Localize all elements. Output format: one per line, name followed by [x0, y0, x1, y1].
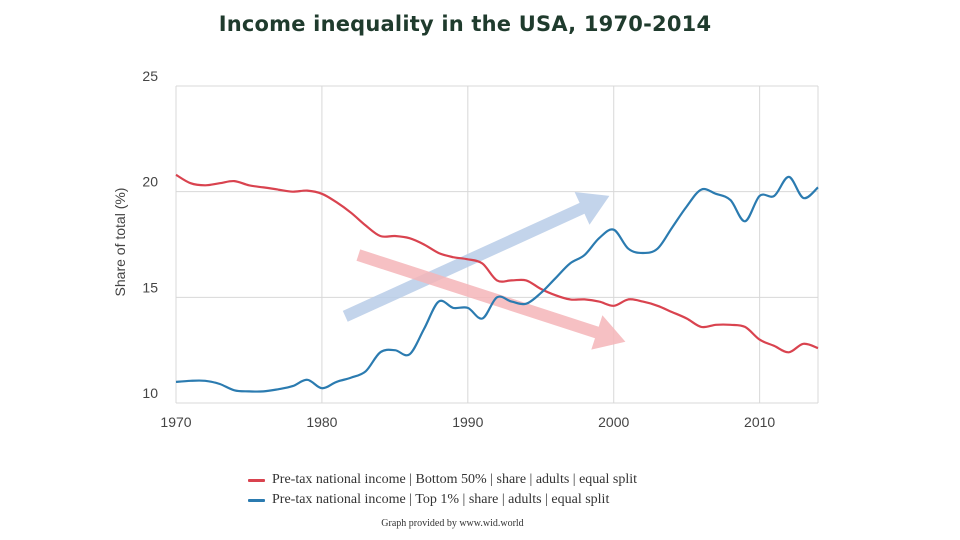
series-line-bottom-50[interactable]	[175, 173, 819, 354]
y-tick-label: 25	[142, 68, 158, 84]
y-tick-label: 10	[142, 385, 158, 401]
trend-arrows	[342, 192, 626, 350]
x-tick-label: 2000	[598, 414, 629, 430]
legend-item-bottom-50[interactable]: Pre-tax national income | Bottom 50% | s…	[248, 470, 637, 490]
tick-labels: 10 15 20 25 1970 1980 1990 2000 2010	[142, 68, 775, 430]
trend-arrow-up	[342, 192, 610, 322]
y-tick-label: 20	[142, 174, 158, 190]
x-tick-label: 1990	[452, 414, 483, 430]
legend-label-top-1: Pre-tax national income | Top 1% | share…	[272, 492, 610, 507]
legend: Pre-tax national income | Bottom 50% | s…	[248, 470, 637, 510]
y-axis-title: Share of total (%)	[112, 188, 128, 297]
series-line-top-1[interactable]	[175, 175, 819, 393]
legend-swatch-top-1	[248, 498, 265, 502]
graph-credit: Graph provided by www.wid.world	[381, 518, 524, 529]
trend-arrow-down	[356, 249, 626, 350]
legend-label-bottom-50: Pre-tax national income | Bottom 50% | s…	[272, 472, 638, 487]
series-lines	[175, 173, 819, 393]
x-tick-label: 2010	[744, 414, 775, 430]
y-tick-label: 15	[142, 279, 158, 295]
chart-title: Income inequality in the USA, 1970-2014	[218, 12, 712, 36]
legend-item-top-1[interactable]: Pre-tax national income | Top 1% | share…	[248, 490, 637, 510]
x-tick-label: 1980	[306, 414, 337, 430]
legend-swatch-bottom-50	[248, 478, 265, 482]
x-tick-label: 1970	[160, 414, 191, 430]
